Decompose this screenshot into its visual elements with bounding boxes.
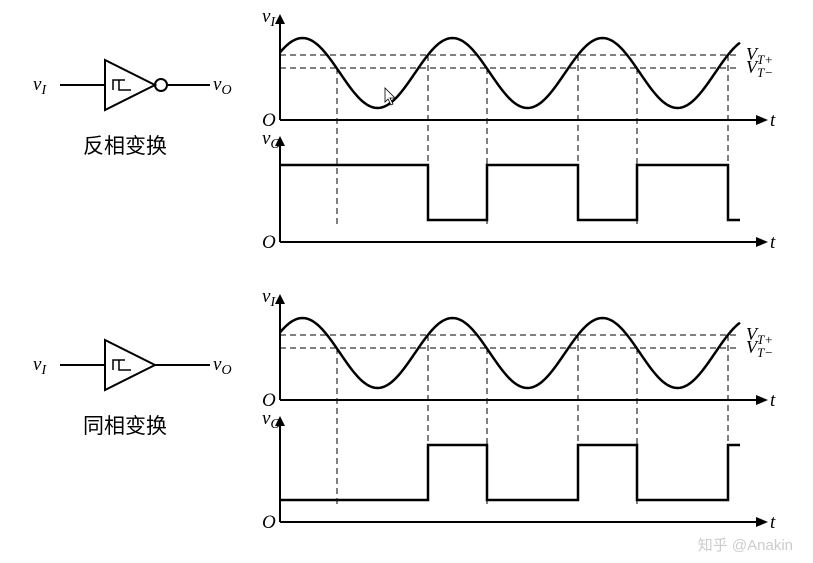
wave-svg-noninverting: vItOVT+VT−vOtO <box>250 290 800 550</box>
svg-text:t: t <box>770 390 776 411</box>
svg-text:O: O <box>262 232 276 253</box>
svg-text:vI: vI <box>262 10 276 30</box>
svg-text:t: t <box>770 232 776 253</box>
svg-text:vO: vO <box>213 74 232 98</box>
noninverting-gate-icon: vI vO <box>15 330 235 400</box>
waves-inverting: vItOVT+VT−vOtO <box>250 10 800 275</box>
svg-text:vI: vI <box>33 354 47 378</box>
input-v-sub: I <box>40 83 47 98</box>
gate-noninverting-block: vI vO 同相变换 <box>15 330 235 440</box>
caption-noninverting: 同相变换 <box>15 410 235 440</box>
svg-text:t: t <box>770 110 776 131</box>
waves-noninverting: vItOVT+VT−vOtO <box>250 290 800 555</box>
section-noninverting: vI vO 同相变换 vItOVT+VT−vOtO <box>0 280 813 560</box>
watermark-text: 知乎 @Anakin <box>698 534 793 555</box>
gate-inverting-block: vI vO 反相变换 <box>15 50 235 160</box>
svg-text:O: O <box>262 512 276 533</box>
section-inverting: vI vO 反相变换 vItOVT+VT−vOtO <box>0 0 813 280</box>
svg-text:vI: vI <box>33 74 47 98</box>
svg-text:vO: vO <box>262 128 281 152</box>
caption-inverting: 反相变换 <box>15 130 235 160</box>
wave-svg-inverting: vItOVT+VT−vOtO <box>250 10 800 270</box>
svg-text:t: t <box>770 512 776 533</box>
svg-text:vI: vI <box>262 290 276 310</box>
svg-text:vO: vO <box>262 408 281 432</box>
svg-text:vO: vO <box>213 354 232 378</box>
inverting-gate-icon: vI vO <box>15 50 235 120</box>
output-v-sub: O <box>221 83 231 98</box>
output-v-sub-2: O <box>221 363 231 378</box>
input-v-sub-2: I <box>40 363 47 378</box>
